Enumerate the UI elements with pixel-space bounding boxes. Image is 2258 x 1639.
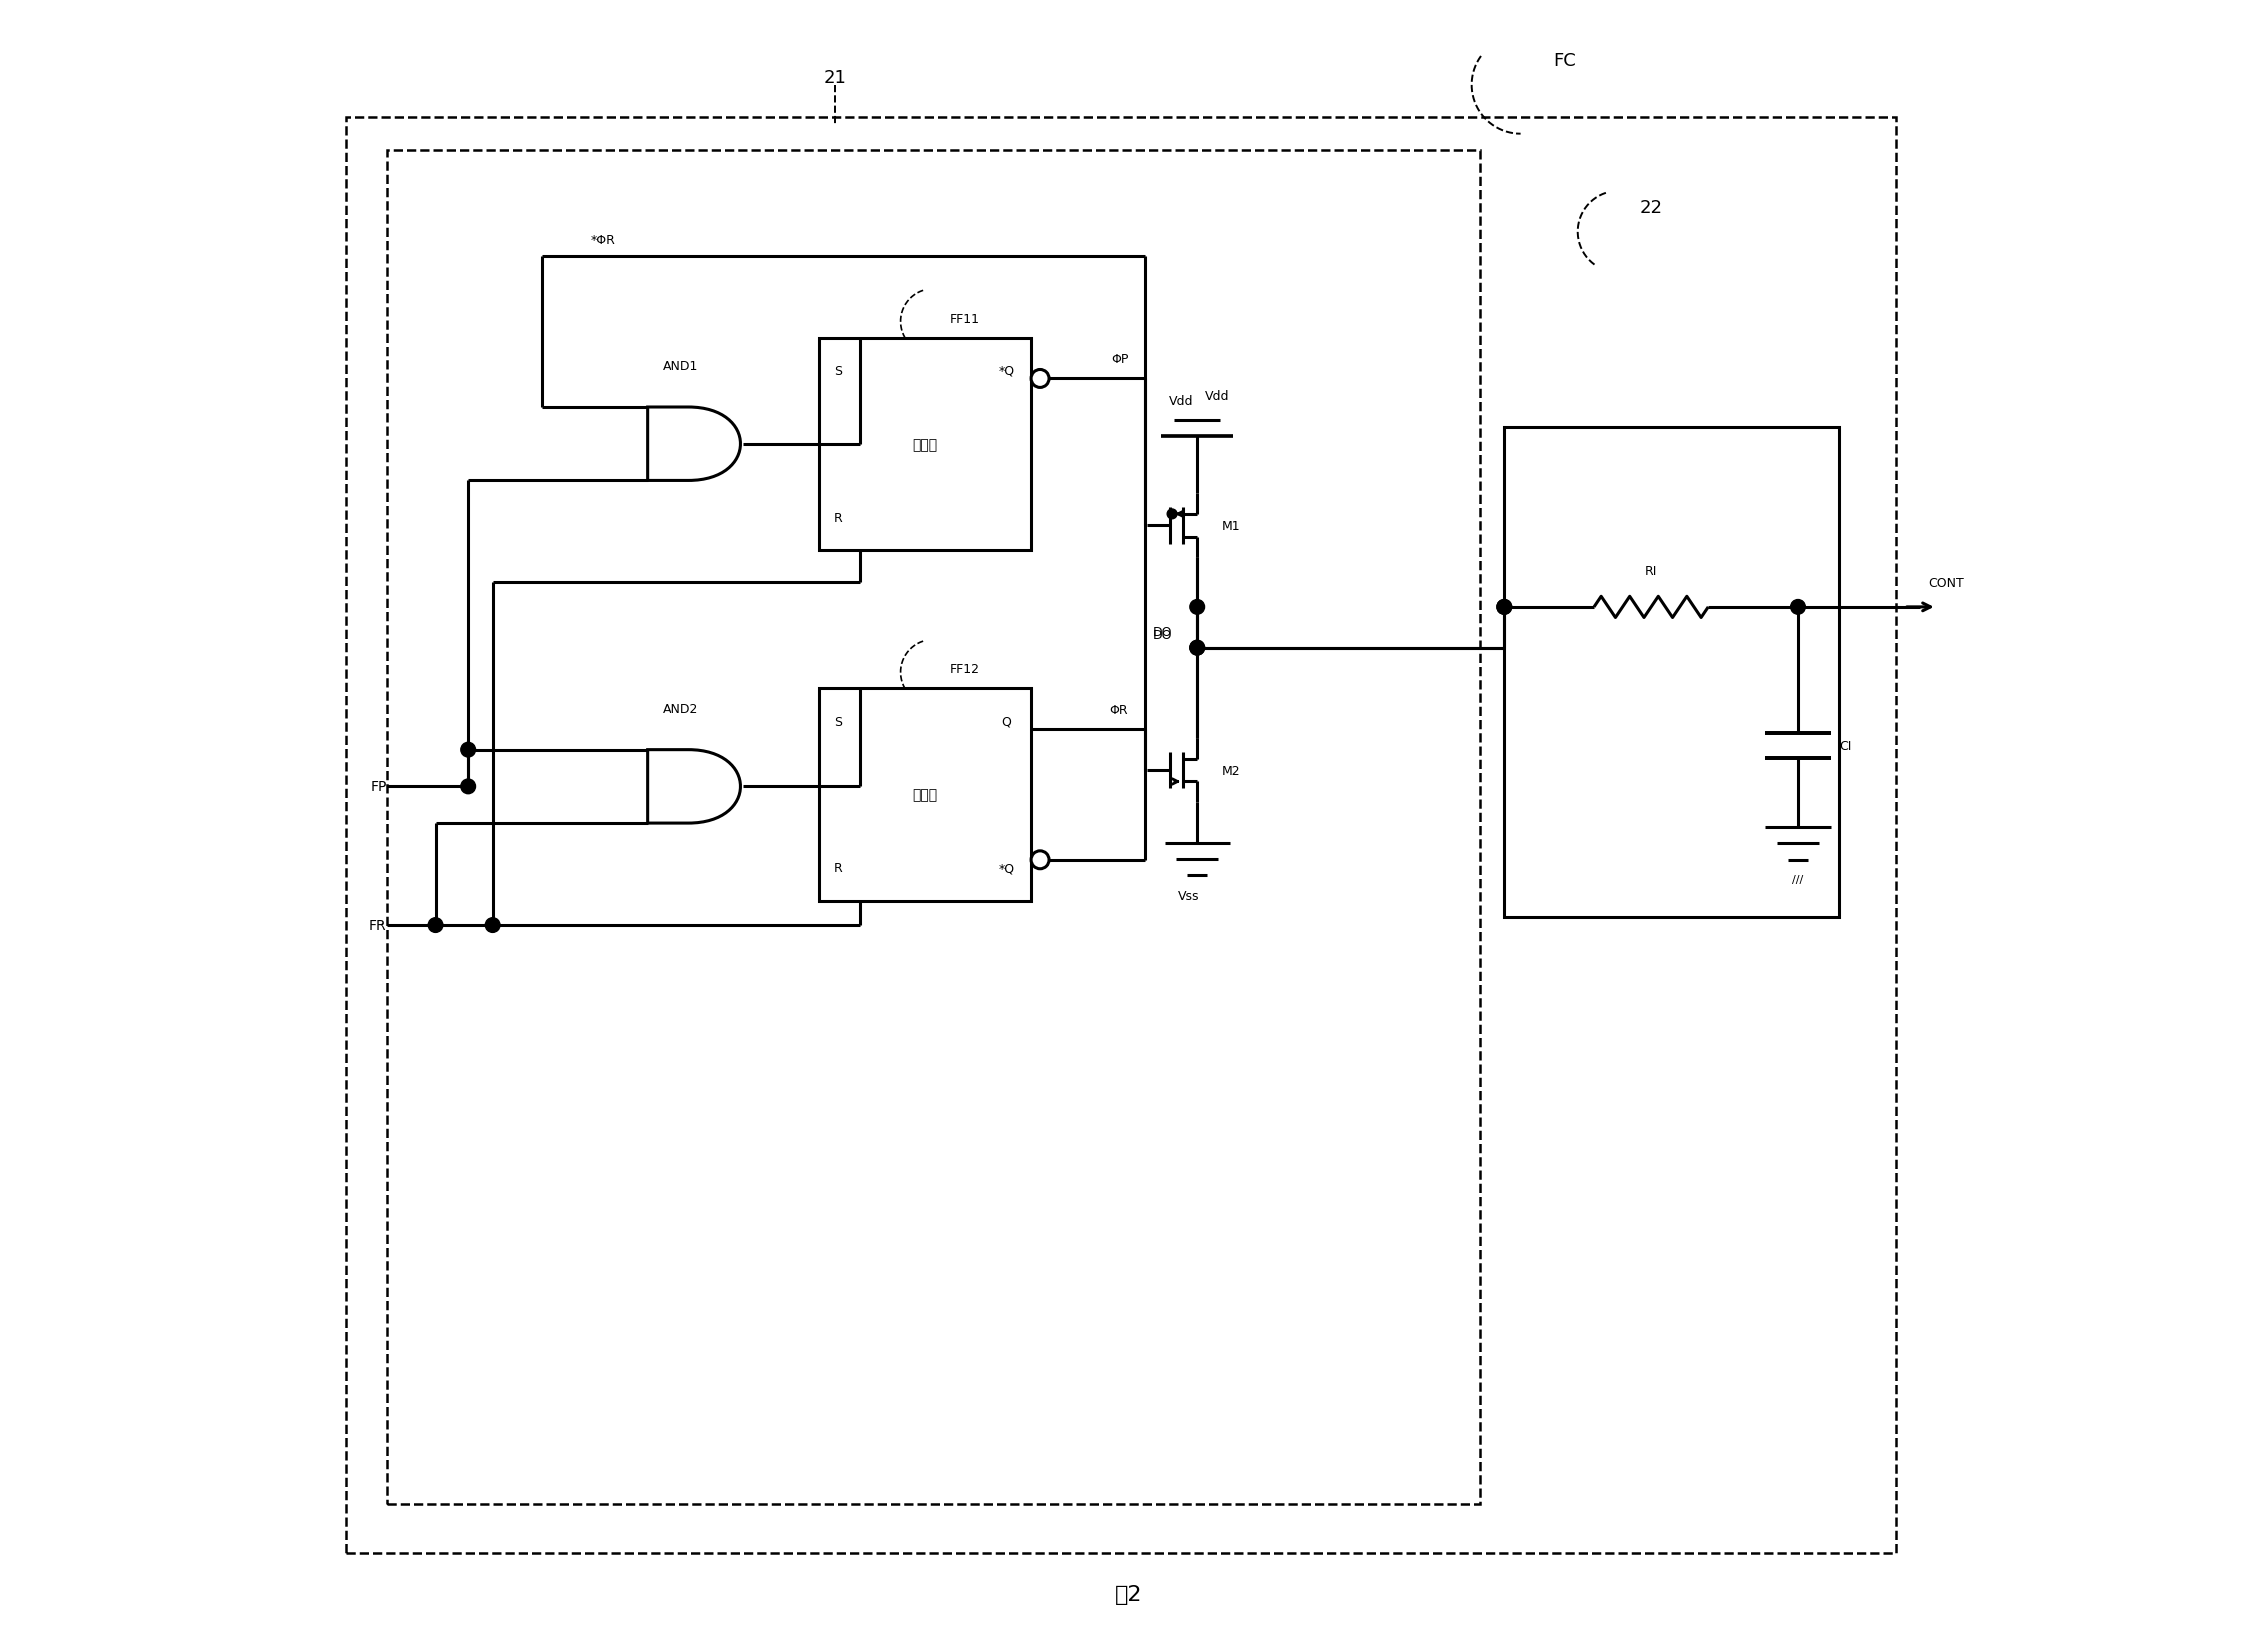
Text: ΦR: ΦR	[1109, 703, 1129, 716]
Text: Vdd: Vdd	[1170, 395, 1192, 408]
Text: M2: M2	[1222, 764, 1240, 777]
Text: ΦP: ΦP	[1111, 352, 1129, 365]
Text: FP: FP	[370, 780, 386, 793]
Text: CONT: CONT	[1928, 577, 1964, 590]
Circle shape	[1791, 600, 1806, 615]
Text: S: S	[835, 364, 842, 377]
Text: FF11: FF11	[951, 313, 980, 326]
Bar	[345, 118, 1897, 1554]
Text: Vss: Vss	[1179, 888, 1199, 901]
Text: DO: DO	[1154, 629, 1172, 642]
Bar	[820, 688, 1032, 901]
Bar	[820, 338, 1032, 551]
Text: *Q: *Q	[998, 862, 1014, 875]
Circle shape	[1190, 641, 1204, 656]
Text: CI: CI	[1838, 739, 1852, 752]
Text: S: S	[835, 715, 842, 728]
Text: FR: FR	[368, 918, 386, 933]
Text: AND2: AND2	[662, 701, 698, 715]
Text: 触发器: 触发器	[912, 438, 937, 451]
Text: FF12: FF12	[951, 664, 980, 675]
Bar	[386, 151, 1479, 1505]
Circle shape	[429, 918, 443, 933]
Text: R: R	[833, 862, 842, 875]
Text: DO: DO	[1154, 626, 1172, 639]
Circle shape	[1190, 600, 1204, 615]
Bar	[1504, 428, 1838, 918]
Circle shape	[1032, 851, 1050, 869]
PathPatch shape	[648, 408, 741, 482]
Text: AND1: AND1	[662, 359, 698, 372]
Circle shape	[485, 918, 499, 933]
Circle shape	[1032, 370, 1050, 388]
Text: FC: FC	[1554, 52, 1576, 70]
Text: M1: M1	[1222, 520, 1240, 533]
Text: 21: 21	[824, 69, 847, 87]
Text: *ΦR: *ΦR	[592, 234, 616, 247]
Circle shape	[1167, 510, 1176, 520]
Circle shape	[461, 780, 476, 795]
Text: 22: 22	[1639, 198, 1662, 216]
Text: 触发器: 触发器	[912, 788, 937, 801]
Text: ///: ///	[1793, 875, 1804, 885]
PathPatch shape	[648, 751, 741, 823]
Circle shape	[1190, 641, 1204, 656]
Text: 图2: 图2	[1115, 1583, 1143, 1605]
Text: *Q: *Q	[998, 364, 1014, 377]
Circle shape	[461, 742, 476, 757]
Text: RI: RI	[1644, 565, 1657, 579]
Text: Q: Q	[1003, 715, 1012, 728]
Text: Vdd: Vdd	[1206, 390, 1231, 403]
Circle shape	[1497, 600, 1511, 615]
Text: R: R	[833, 511, 842, 524]
Circle shape	[1497, 600, 1511, 615]
